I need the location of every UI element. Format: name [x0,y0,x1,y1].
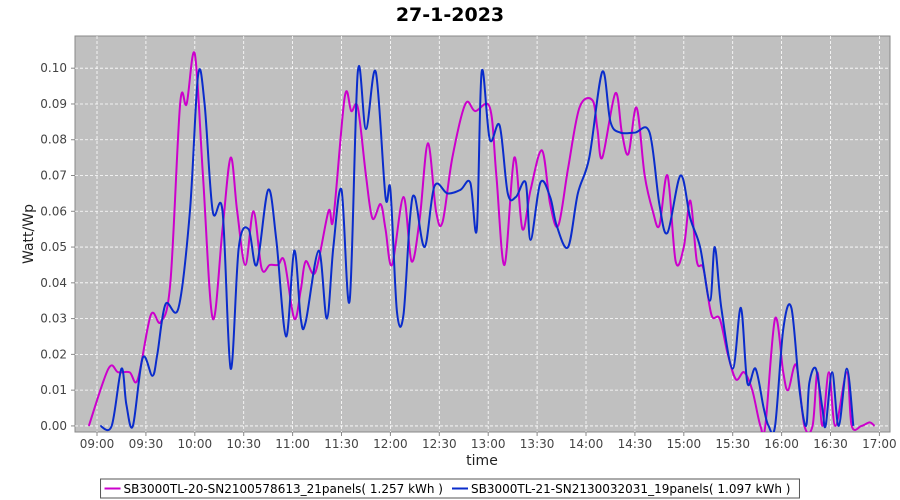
x-tick-label: 11:00 [275,437,310,451]
x-axis-label: time [466,453,498,469]
y-tick-label: 0.04 [40,276,67,290]
y-tick-label: 0.09 [40,97,67,111]
x-tick-label: 15:00 [667,437,702,451]
legend: SB3000TL-20-SN2100578613_21panels( 1.257… [100,478,800,499]
grid [75,36,890,432]
legend-text: SB3000TL-20-SN2100578613_21panels( 1.257… [124,482,443,496]
x-tick-label: 15:30 [715,437,750,451]
x-tick-label: 09:30 [129,437,164,451]
y-tick-label: 0.02 [40,347,67,361]
x-tick-label: 12:30 [422,437,457,451]
x-tick-label: 13:30 [520,437,555,451]
x-tick-label: 12:00 [373,437,408,451]
x-tick-label: 13:00 [471,437,506,451]
chart-title: 27-1-2023 [396,4,504,26]
y-tick-label: 0.06 [40,204,67,218]
x-tick-label: 17:00 [862,437,897,451]
legend-text: SB3000TL-21-SN2130032031_19panels( 1.097… [471,482,790,496]
plot-area [74,35,891,433]
y-tick-label: 0.01 [40,383,67,397]
y-axis-label: Watt/Wp [21,204,37,264]
y-tick-label: 0.08 [40,133,67,147]
y-tick-label: 0.03 [40,312,67,326]
y-tick-label: 0.05 [40,240,67,254]
line-series [99,65,855,432]
x-tick-label: 11:30 [324,437,359,451]
x-tick-label: 14:00 [569,437,604,451]
y-tick-label: 0.10 [40,61,67,75]
legend-box [100,478,800,499]
line-series [87,51,876,432]
x-tick-label: 09:00 [80,437,115,451]
x-tick-label: 10:30 [226,437,261,451]
y-tick-label: 0.00 [40,419,67,433]
x-tick-label: 10:00 [178,437,213,451]
y-tick-label: 0.07 [40,169,67,183]
x-tick-label: 16:00 [764,437,799,451]
x-tick-label: 14:30 [618,437,653,451]
x-tick-label: 16:30 [813,437,848,451]
